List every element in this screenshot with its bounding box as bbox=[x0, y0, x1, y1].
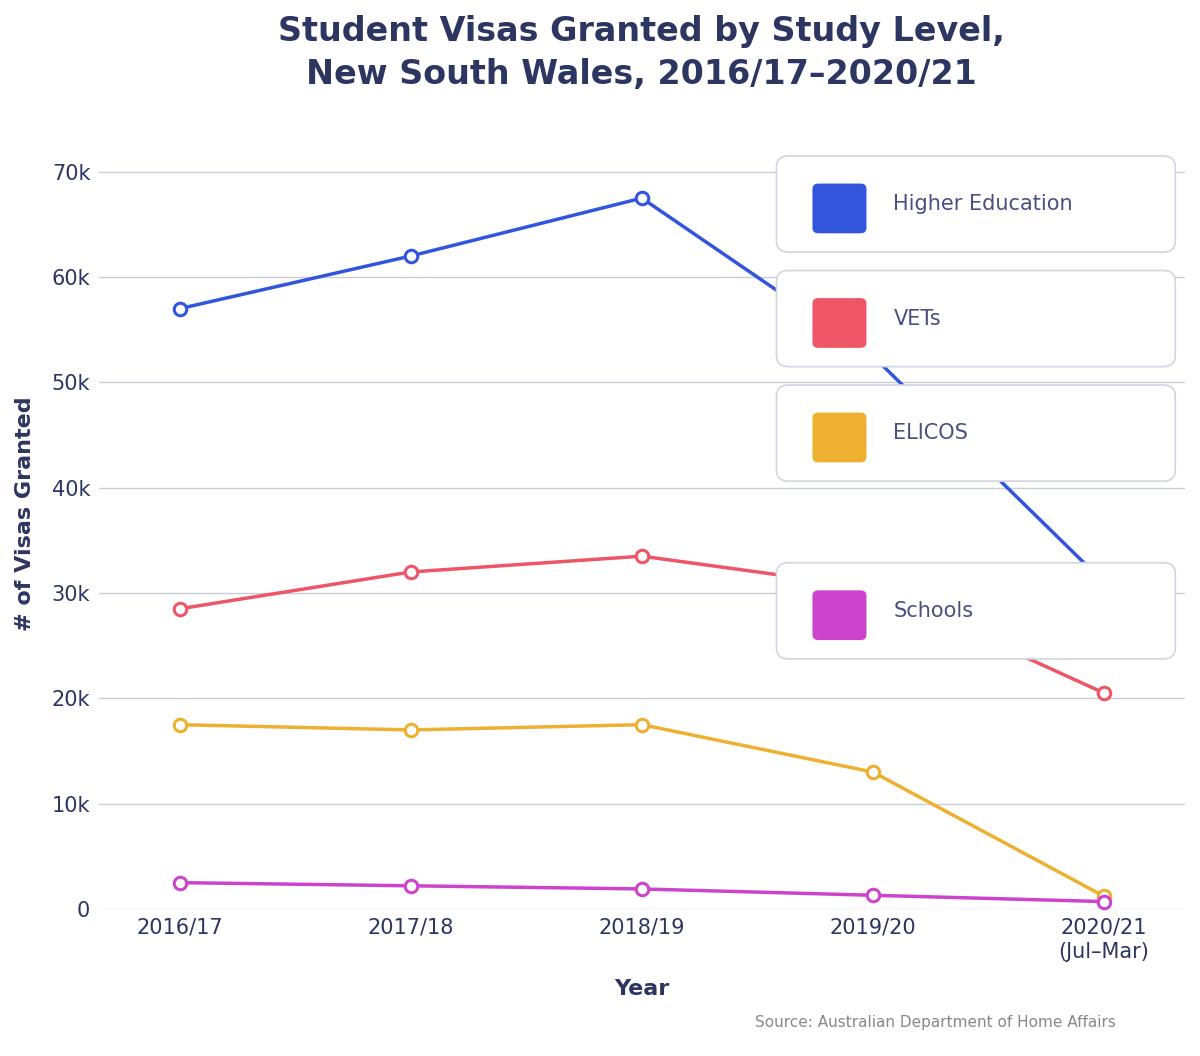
Schools bbox=[1097, 895, 1111, 908]
Text: Source: Australian Department of Home Affairs: Source: Australian Department of Home Af… bbox=[755, 1015, 1116, 1030]
Schools bbox=[865, 889, 880, 902]
Text: ELICOS: ELICOS bbox=[894, 423, 968, 444]
Higher Education bbox=[403, 249, 418, 262]
Higher Education bbox=[865, 350, 880, 362]
VETs bbox=[865, 582, 880, 595]
ELICOS bbox=[865, 766, 880, 778]
Schools bbox=[173, 876, 187, 889]
VETs bbox=[173, 603, 187, 616]
Text: Schools: Schools bbox=[894, 601, 973, 621]
Line: Higher Education: Higher Education bbox=[173, 192, 1110, 589]
Higher Education bbox=[635, 192, 649, 205]
Higher Education bbox=[1097, 577, 1111, 589]
VETs bbox=[1097, 686, 1111, 699]
Schools bbox=[403, 880, 418, 892]
ELICOS bbox=[173, 718, 187, 731]
Y-axis label: # of Visas Granted: # of Visas Granted bbox=[16, 397, 35, 631]
ELICOS bbox=[1097, 890, 1111, 903]
ELICOS bbox=[403, 723, 418, 736]
Text: VETs: VETs bbox=[894, 308, 941, 328]
X-axis label: Year: Year bbox=[614, 979, 670, 999]
Text: Higher Education: Higher Education bbox=[894, 194, 1073, 214]
Line: ELICOS: ELICOS bbox=[173, 718, 1110, 903]
VETs bbox=[635, 550, 649, 563]
ELICOS bbox=[635, 718, 649, 731]
Line: Schools: Schools bbox=[173, 876, 1110, 908]
Line: VETs: VETs bbox=[173, 550, 1110, 699]
Title: Student Visas Granted by Study Level,
New South Wales, 2016/17–2020/21: Student Visas Granted by Study Level, Ne… bbox=[278, 15, 1006, 92]
Schools bbox=[635, 883, 649, 895]
VETs bbox=[403, 566, 418, 579]
Higher Education bbox=[173, 302, 187, 315]
